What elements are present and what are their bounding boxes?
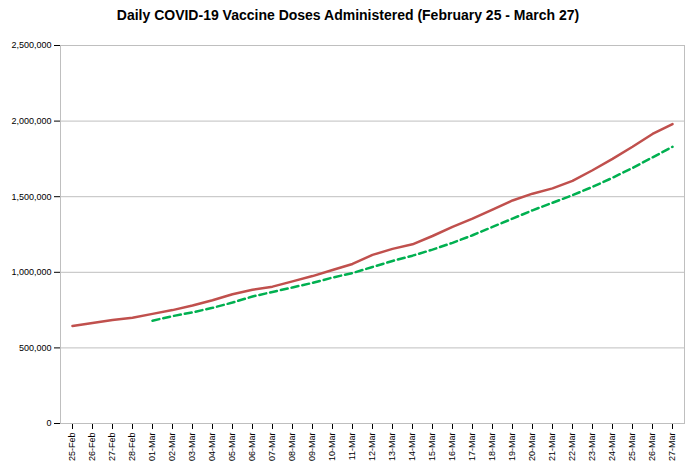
svg-text:01-Mar: 01-Mar	[147, 433, 157, 462]
svg-text:1,000,000: 1,000,000	[11, 267, 51, 277]
svg-text:27-Mar: 27-Mar	[667, 433, 677, 462]
svg-text:18-Mar: 18-Mar	[487, 433, 497, 462]
svg-text:17-Mar: 17-Mar	[467, 433, 477, 462]
svg-text:21-Mar: 21-Mar	[547, 433, 557, 462]
svg-text:14-Mar: 14-Mar	[407, 433, 417, 462]
svg-text:02-Mar: 02-Mar	[167, 433, 177, 462]
html-text:Daily COVID-19 Vaccine Doses A: Daily COVID-19 Vaccine Doses Administere…	[116, 7, 580, 23]
svg-text:24-Mar: 24-Mar	[607, 433, 617, 462]
svg-text:26-Feb: 26-Feb	[87, 433, 97, 462]
svg-text:05-Mar: 05-Mar	[227, 433, 237, 462]
svg-text:08-Mar: 08-Mar	[287, 433, 297, 462]
svg-text:26-Mar: 26-Mar	[647, 433, 657, 462]
svg-text:28-Feb: 28-Feb	[127, 433, 137, 462]
svg-text:2,000,000: 2,000,000	[11, 116, 51, 126]
svg-text:07-Mar: 07-Mar	[267, 433, 277, 462]
svg-text:27-Feb: 27-Feb	[107, 433, 117, 462]
svg-text:06-Mar: 06-Mar	[247, 433, 257, 462]
svg-text:2,500,000: 2,500,000	[11, 40, 51, 50]
svg-text:03-Mar: 03-Mar	[187, 433, 197, 462]
svg-text:25-Mar: 25-Mar	[627, 433, 637, 462]
svg-text:19-Mar: 19-Mar	[507, 433, 517, 462]
svg-text:16-Mar: 16-Mar	[447, 433, 457, 462]
svg-text:22-Mar: 22-Mar	[567, 433, 577, 462]
svg-text:500,000: 500,000	[19, 343, 52, 353]
svg-text:13-Mar: 13-Mar	[387, 433, 397, 462]
svg-text:04-Mar: 04-Mar	[207, 433, 217, 462]
svg-text:0: 0	[46, 418, 51, 428]
svg-text:15-Mar: 15-Mar	[427, 433, 437, 462]
svg-text:10-Mar: 10-Mar	[327, 433, 337, 462]
svg-text:1,500,000: 1,500,000	[11, 192, 51, 202]
svg-text:20-Mar: 20-Mar	[527, 433, 537, 462]
svg-text:25-Feb: 25-Feb	[67, 433, 77, 462]
svg-text:11-Mar: 11-Mar	[347, 433, 357, 461]
svg-text:12-Mar: 12-Mar	[367, 433, 377, 462]
svg-text:09-Mar: 09-Mar	[307, 433, 317, 462]
svg-text:23-Mar: 23-Mar	[587, 433, 597, 462]
